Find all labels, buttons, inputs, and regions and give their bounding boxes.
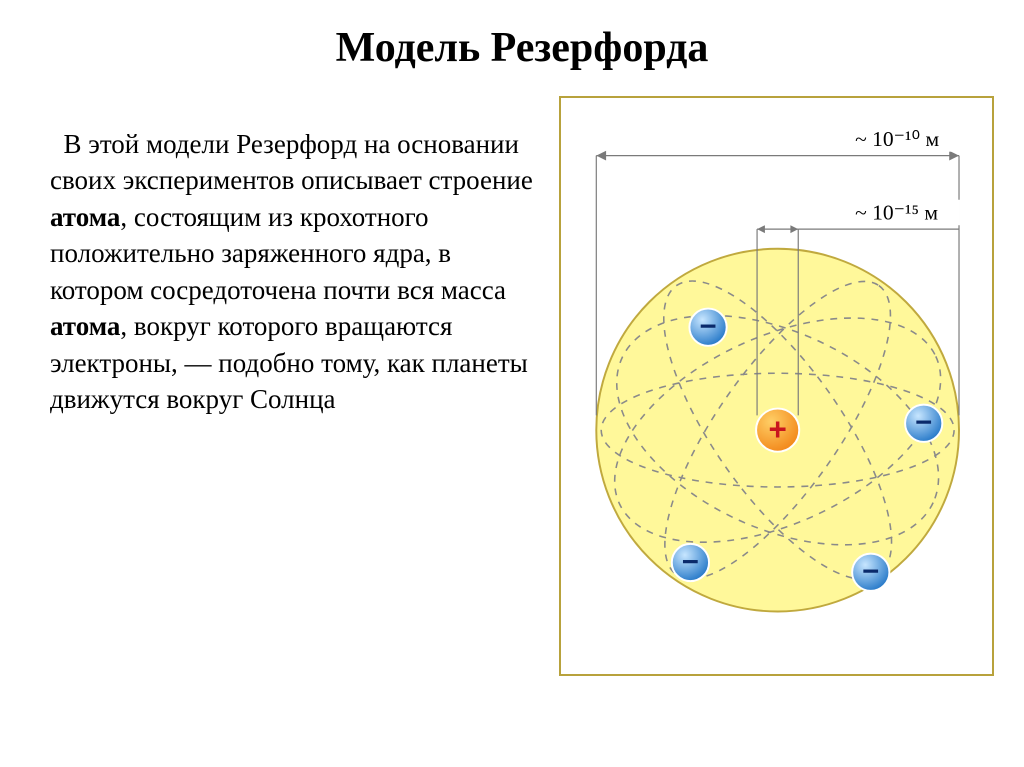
svg-text:−: − xyxy=(681,545,698,578)
svg-text:+: + xyxy=(768,412,786,447)
content-row: В этой модели Резерфорд на основании сво… xyxy=(50,96,994,676)
svg-text:−: − xyxy=(915,406,932,439)
svg-text:−: − xyxy=(862,555,879,588)
outer-dimension-label: ~ 10⁻¹⁰ м xyxy=(855,127,939,151)
inner-dimension-label: ~ 10⁻¹⁵ м xyxy=(855,200,938,224)
svg-text:−: − xyxy=(699,310,716,343)
atom-diagram-frame: ~ 10⁻¹⁰ м ~ 10⁻¹⁵ м + − − − − xyxy=(559,96,994,676)
atom-diagram: ~ 10⁻¹⁰ м ~ 10⁻¹⁵ м + − − − − xyxy=(561,98,992,674)
body-paragraph: В этой модели Резерфорд на основании сво… xyxy=(50,96,559,418)
page-title: Модель Резерфорда xyxy=(50,24,994,72)
